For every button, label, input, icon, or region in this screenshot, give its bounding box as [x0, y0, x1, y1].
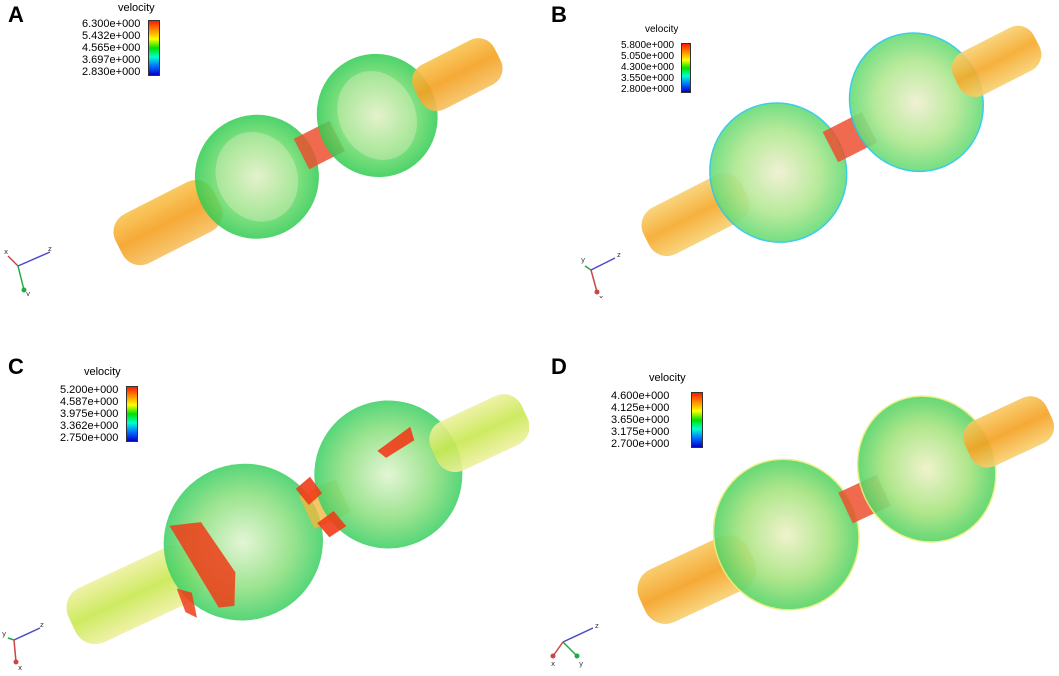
axis-label-a-y: y: [26, 290, 30, 296]
legend-label-a-0: 6.300e+000: [82, 18, 141, 30]
legend-colorbar-a: [148, 20, 160, 76]
flow-visualization-b: [641, 25, 1042, 257]
panel-letter-d: D: [551, 354, 567, 379]
panel-a: A velocity 6.300e+000 5.432e+000 4.565e+…: [0, 0, 529, 338]
legend-label-b-4: 2.800e+000: [621, 84, 675, 95]
legend-label-c-0: 5.200e+000: [60, 384, 119, 396]
legend-label-d-4: 2.700e+000: [611, 438, 670, 450]
axis-label-b-y: y: [581, 256, 585, 264]
axis-triad-d: x y z: [550, 622, 599, 668]
flow-visualization-d: [637, 395, 1055, 624]
legend-label-c-3: 3.362e+000: [60, 420, 119, 432]
legend-label-c-4: 2.750e+000: [60, 432, 119, 444]
axis-triad-c: x y z: [2, 621, 44, 670]
legend-label-d-3: 3.175e+000: [611, 426, 670, 438]
flow-visualization-c: [66, 394, 529, 645]
legend-label-b-0: 5.800e+000: [621, 40, 675, 51]
axis-label-c-z: z: [40, 621, 44, 629]
axis-label-d-y: y: [579, 660, 583, 668]
legend-label-c-2: 3.975e+000: [60, 408, 119, 420]
legend-colorbar-c: [126, 386, 138, 442]
axis-triad-b: x y z: [581, 251, 621, 298]
legend-title-b: velocity: [645, 24, 679, 35]
legend-title-a: velocity: [118, 2, 155, 14]
panel-d: D velocity 4.600e+000 4.125e+000 3.650e+…: [529, 338, 1058, 676]
axis-label-d-x: x: [551, 660, 555, 668]
axis-label-b-x: x: [599, 294, 603, 298]
legend-label-a-2: 4.565e+000: [82, 42, 141, 54]
axis-label-d-z: z: [595, 622, 599, 630]
panel-letter-b: B: [551, 2, 567, 27]
panel-letter-a: A: [8, 2, 24, 27]
axis-triad-a: x y z: [4, 246, 52, 296]
legend-label-b-1: 5.050e+000: [621, 51, 675, 62]
legend-label-c-1: 4.587e+000: [60, 396, 119, 408]
legend-label-d-0: 4.600e+000: [611, 390, 670, 402]
legend-colorbar-b: [681, 43, 691, 93]
axis-label-b-z: z: [617, 251, 621, 259]
axis-label-a-x: x: [4, 248, 8, 256]
legend-label-a-3: 3.697e+000: [82, 54, 141, 66]
axis-label-c-x: x: [18, 664, 22, 670]
legend-label-a-4: 2.830e+000: [82, 66, 141, 78]
axis-label-a-z: z: [48, 246, 52, 253]
panel-b: B velocity 5.800e+000 5.050e+000 4.300e+…: [529, 0, 1058, 338]
legend-label-d-1: 4.125e+000: [611, 402, 670, 414]
legend-label-d-2: 3.650e+000: [611, 414, 670, 426]
panel-c: C velocity 5.200e+000 4.587e+000 3.975e+…: [0, 338, 529, 676]
legend-label-b-2: 4.300e+000: [621, 62, 675, 73]
legend-label-b-3: 3.550e+000: [621, 73, 675, 84]
axis-label-c-y: y: [2, 630, 6, 638]
panel-letter-c: C: [8, 354, 24, 379]
legend-title-c: velocity: [84, 366, 121, 378]
legend-label-a-1: 5.432e+000: [82, 30, 141, 42]
flow-visualization-a: [113, 38, 503, 266]
legend-title-d: velocity: [649, 372, 686, 384]
legend-colorbar-d: [691, 392, 703, 448]
